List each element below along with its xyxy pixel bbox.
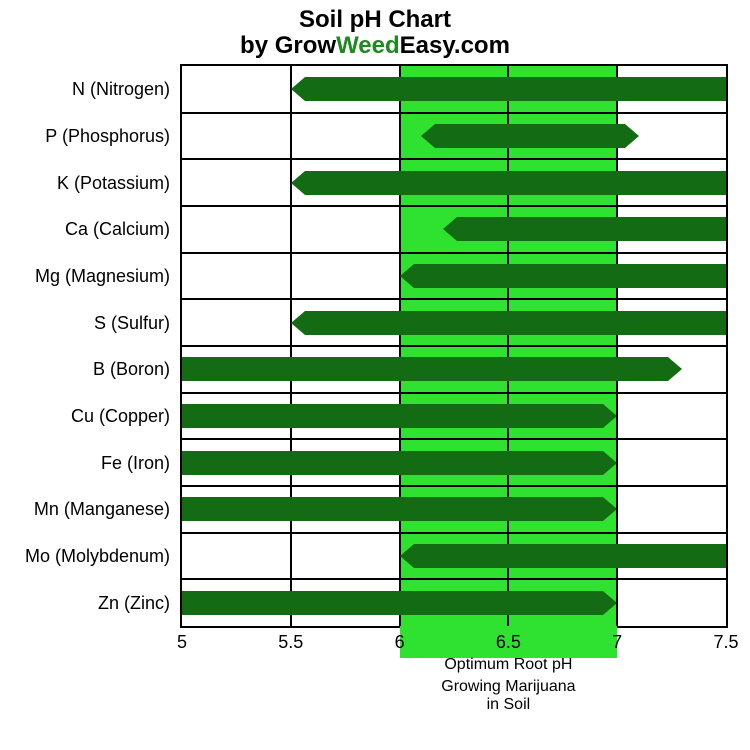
gridline-horizontal: [182, 112, 726, 114]
nutrient-bar: [182, 497, 726, 521]
nutrient-bar: [182, 404, 726, 428]
nutrient-label: Mn (Manganese): [0, 499, 170, 520]
nutrient-bar: [182, 544, 726, 568]
arrow-left-icon: [291, 77, 305, 101]
nutrient-bar-body: [182, 357, 668, 381]
nutrient-bar-body: [182, 497, 603, 521]
gridline-horizontal: [182, 578, 726, 580]
nutrient-label: Ca (Calcium): [0, 219, 170, 240]
x-tick-label: 7.5: [696, 632, 750, 653]
nutrient-label: N (Nitrogen): [0, 79, 170, 100]
nutrient-label: P (Phosphorus): [0, 126, 170, 147]
plot-inner: [182, 66, 726, 626]
nutrient-bar-body: [182, 451, 603, 475]
arrow-left-icon: [400, 544, 414, 568]
arrow-left-icon: [291, 171, 305, 195]
arrow-right-icon: [625, 124, 639, 148]
gridline-horizontal: [182, 345, 726, 347]
x-tick-label: 7: [587, 632, 647, 653]
x-tick-label: 6: [370, 632, 430, 653]
title-highlight: Weed: [336, 32, 400, 59]
optimum-band-label: Optimum Root pH: [400, 656, 618, 674]
nutrient-label: Mg (Magnesium): [0, 266, 170, 287]
nutrient-label: B (Boron): [0, 359, 170, 380]
arrow-left-icon: [421, 124, 435, 148]
arrow-left-icon: [400, 264, 414, 288]
x-tick-label: 5.5: [261, 632, 321, 653]
nutrient-bar-body: [305, 77, 726, 101]
arrow-right-icon: [603, 451, 617, 475]
title-suffix: Easy.com: [400, 32, 510, 59]
gridline-horizontal: [182, 532, 726, 534]
chart-title-line1: Soil pH Chart: [0, 6, 750, 34]
x-tick-label: 6.5: [478, 632, 538, 653]
nutrient-bar: [182, 264, 726, 288]
arrow-left-icon: [443, 217, 457, 241]
arrow-left-icon: [291, 311, 305, 335]
arrow-right-icon: [603, 591, 617, 615]
nutrient-bar: [182, 451, 726, 475]
gridline-horizontal: [182, 392, 726, 394]
gridline-horizontal: [182, 252, 726, 254]
nutrient-bar: [182, 217, 726, 241]
gridline-horizontal: [182, 438, 726, 440]
nutrient-bar: [182, 77, 726, 101]
nutrient-bar-body: [305, 311, 726, 335]
nutrient-bar: [182, 357, 726, 381]
x-tick-label: 5: [152, 632, 212, 653]
gridline-horizontal: [182, 205, 726, 207]
nutrient-bar-body: [414, 264, 726, 288]
plot-area: [180, 64, 728, 628]
nutrient-bar: [182, 311, 726, 335]
nutrient-bar: [182, 591, 726, 615]
nutrient-bar-body: [414, 544, 726, 568]
nutrient-bar-body: [182, 591, 603, 615]
caption-line2: in Soil: [400, 696, 618, 714]
gridline-horizontal: [182, 485, 726, 487]
nutrient-bar-body: [182, 404, 603, 428]
nutrient-bar-body: [435, 124, 625, 148]
nutrient-bar-body: [457, 217, 726, 241]
nutrient-label: S (Sulfur): [0, 313, 170, 334]
gridline-horizontal: [182, 298, 726, 300]
nutrient-bar: [182, 171, 726, 195]
nutrient-label: Mo (Molybdenum): [0, 546, 170, 567]
title-prefix: by Grow: [240, 32, 336, 59]
nutrient-bar-body: [305, 171, 726, 195]
page: Soil pH Chart by GrowWeedEasy.com N (Nit…: [0, 0, 750, 750]
arrow-right-icon: [603, 404, 617, 428]
gridline-horizontal: [182, 158, 726, 160]
nutrient-bar: [182, 124, 726, 148]
arrow-right-icon: [668, 357, 682, 381]
caption-line1: Growing Marijuana: [400, 678, 618, 696]
arrow-right-icon: [603, 497, 617, 521]
nutrient-label: Cu (Copper): [0, 406, 170, 427]
nutrient-label: K (Potassium): [0, 173, 170, 194]
nutrient-label: Fe (Iron): [0, 453, 170, 474]
chart-title-line2: by GrowWeedEasy.com: [0, 32, 750, 60]
nutrient-label: Zn (Zinc): [0, 593, 170, 614]
